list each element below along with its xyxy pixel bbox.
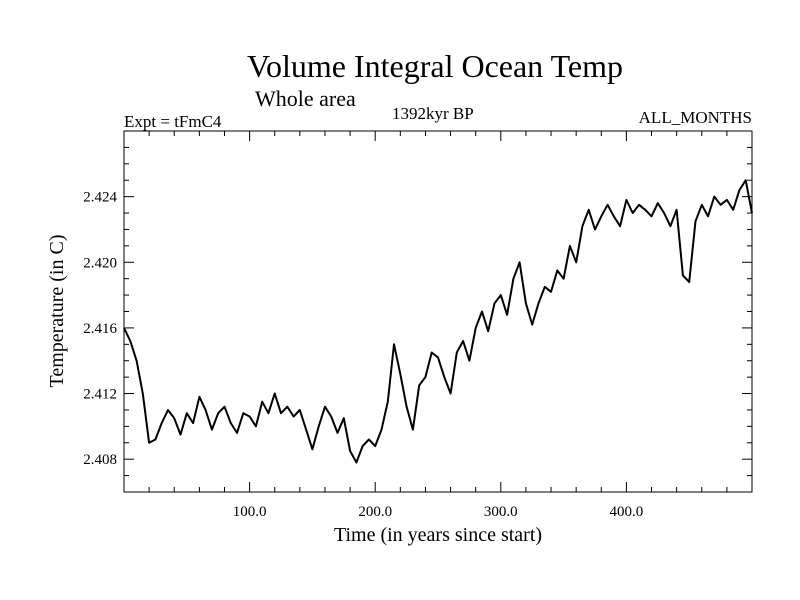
months-label: ALL_MONTHS	[638, 108, 752, 127]
plot-frame	[123, 130, 753, 493]
y-axis-label: Temperature (in C)	[46, 235, 68, 388]
chart-subtitle: Whole area	[255, 86, 356, 111]
y-tick-label: 2.412	[83, 387, 117, 403]
x-tick-label: 300.0	[484, 504, 518, 520]
y-tick-label: 2.416	[83, 321, 117, 337]
y-tick-label: 2.424	[83, 190, 117, 206]
series-line	[123, 179, 753, 464]
x-tick-label: 200.0	[358, 504, 392, 520]
y-tick-label: 2.420	[83, 255, 117, 271]
experiment-label: Expt = tFmC4	[124, 112, 222, 131]
x-tick-label: 400.0	[610, 504, 644, 520]
y-tick-label: 2.408	[83, 452, 117, 468]
x-axis-label: Time (in years since start)	[334, 524, 542, 546]
x-tick-label: 100.0	[233, 504, 267, 520]
period-label: 1392kyr BP	[392, 104, 474, 123]
chart-title: Volume Integral Ocean Temp	[246, 48, 623, 84]
